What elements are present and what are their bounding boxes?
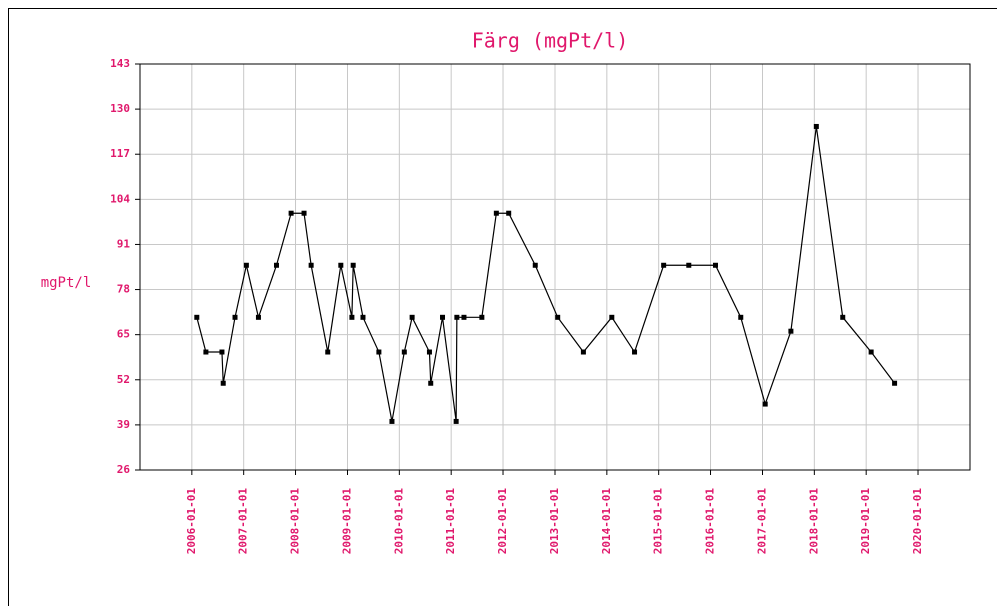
marker <box>194 314 200 320</box>
x-tick-label: 2020-01-01 <box>911 488 924 555</box>
x-tick-label: 2012-01-01 <box>496 488 509 555</box>
marker <box>813 123 819 129</box>
y-tick-label: 78 <box>117 283 130 296</box>
marker <box>686 262 692 268</box>
x-tick-label: 2017-01-01 <box>756 488 769 555</box>
marker <box>461 314 467 320</box>
marker <box>493 210 499 216</box>
y-tick-label: 130 <box>110 102 130 115</box>
marker <box>350 262 356 268</box>
marker <box>325 349 331 355</box>
x-tick-label: 2015-01-01 <box>652 488 665 555</box>
marker <box>532 262 538 268</box>
y-tick-label: 91 <box>117 237 131 250</box>
marker <box>409 314 415 320</box>
y-tick-label: 26 <box>117 463 131 476</box>
marker <box>219 349 225 355</box>
marker <box>580 349 586 355</box>
y-tick-label: 39 <box>117 418 130 431</box>
plot-border <box>139 63 971 471</box>
marker <box>308 262 314 268</box>
marker <box>661 262 667 268</box>
marker <box>440 314 446 320</box>
y-tick-label: 52 <box>117 373 130 386</box>
marker <box>840 314 846 320</box>
marker <box>401 349 407 355</box>
marker <box>288 210 294 216</box>
marker <box>555 314 561 320</box>
marker <box>220 380 226 386</box>
marker <box>360 314 366 320</box>
marker <box>762 401 768 407</box>
x-tick-label: 2011-01-01 <box>444 488 457 555</box>
line <box>196 126 896 422</box>
marker <box>738 314 744 320</box>
marker <box>243 262 249 268</box>
marker <box>454 314 460 320</box>
x-tick-label: 2018-01-01 <box>807 488 820 555</box>
y-tick-label: 65 <box>117 328 130 341</box>
x-tick-label: 2006-01-01 <box>185 488 198 555</box>
x-tick-label: 2007-01-01 <box>237 488 250 555</box>
marker <box>712 262 718 268</box>
chart-title: Färg (mgPt/l) <box>472 29 629 53</box>
x-tick-label: 2009-01-01 <box>341 488 354 555</box>
marker <box>203 349 209 355</box>
y-tick-label: 104 <box>110 192 130 205</box>
marker <box>479 314 485 320</box>
marker <box>426 349 432 355</box>
marker <box>232 314 238 320</box>
marker <box>868 349 874 355</box>
marker <box>453 418 459 424</box>
marker <box>632 349 638 355</box>
marker <box>255 314 261 320</box>
marker <box>428 380 434 386</box>
x-tick-label: 2019-01-01 <box>859 488 872 555</box>
marker <box>389 418 395 424</box>
x-tick-label: 2008-01-01 <box>289 488 302 555</box>
x-tick-label: 2013-01-01 <box>548 488 561 555</box>
x-tick-label: 2016-01-01 <box>704 488 717 555</box>
x-tick-label: 2010-01-01 <box>392 488 405 555</box>
marker <box>273 262 279 268</box>
marker <box>338 262 344 268</box>
marker <box>609 314 615 320</box>
marker <box>506 210 512 216</box>
marker <box>376 349 382 355</box>
marker <box>892 380 898 386</box>
marker <box>301 210 307 216</box>
y-axis-label: mgPt/l <box>41 275 92 291</box>
y-tick-label: 143 <box>110 57 130 70</box>
y-tick-label: 117 <box>110 147 130 160</box>
x-tick-label: 2014-01-01 <box>600 488 613 555</box>
marker <box>349 314 355 320</box>
marker <box>788 328 794 334</box>
